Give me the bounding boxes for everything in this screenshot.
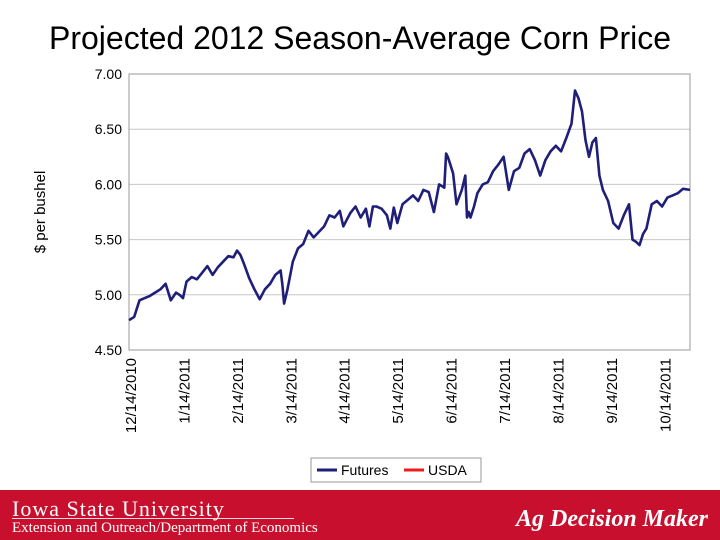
y-tick-label: 5.00 [95, 287, 122, 303]
y-tick-label: 6.50 [95, 121, 122, 137]
x-tick-label: 2/14/2011 [230, 358, 247, 424]
x-tick-label: 12/14/2010 [123, 358, 140, 433]
legend-box [310, 457, 482, 483]
y-tick-label: 6.00 [95, 176, 122, 192]
y-axis-label: $ per bushel [32, 171, 49, 254]
department-text: Extension and Outreach/Department of Eco… [12, 520, 318, 536]
x-tick-label: 8/14/2011 [550, 358, 567, 424]
gridlines [129, 128, 690, 296]
plot-frame [128, 73, 691, 351]
wordmark-divider [12, 518, 294, 519]
legend-label-usda: USDA [428, 462, 468, 478]
y-tick-label: 7.00 [95, 66, 122, 82]
brand-name: Ag Decision Maker [516, 506, 708, 532]
y-tick-label: 4.50 [95, 342, 122, 358]
x-tick-labels: 12/14/2010 1/14/2011 2/14/2011 3/14/2011 4/1… [123, 358, 674, 433]
x-tick-label: 6/14/2011 [444, 358, 461, 424]
x-tick-label: 7/14/2011 [497, 358, 514, 424]
footer-banner: Iowa State University Extension and Outr… [0, 490, 720, 540]
university-wordmark: Iowa State University [12, 496, 225, 521]
legend: Futures USDA [310, 457, 482, 483]
y-tick-labels: 7.00 6.50 6.00 5.50 5.00 4.50 [95, 66, 122, 358]
y-tick-label: 5.50 [95, 232, 122, 248]
x-tick-label: 3/14/2011 [283, 358, 300, 424]
line-chart: 7.00 6.50 6.00 5.50 5.00 4.50 12/14/2010 1/14/… [32, 66, 691, 483]
x-tick-label: 5/14/2011 [390, 358, 407, 424]
x-tick-label: 1/14/2011 [176, 358, 193, 424]
legend-label-futures: Futures [341, 462, 388, 478]
series-line-futures [128, 89, 691, 322]
x-tick-label: 10/14/2011 [657, 358, 674, 432]
series-group [128, 89, 691, 322]
x-tick-label: 4/14/2011 [337, 358, 354, 424]
x-tick-label: 9/14/2011 [604, 358, 621, 424]
chart-title: Projected 2012 Season-Average Corn Price [49, 20, 671, 56]
